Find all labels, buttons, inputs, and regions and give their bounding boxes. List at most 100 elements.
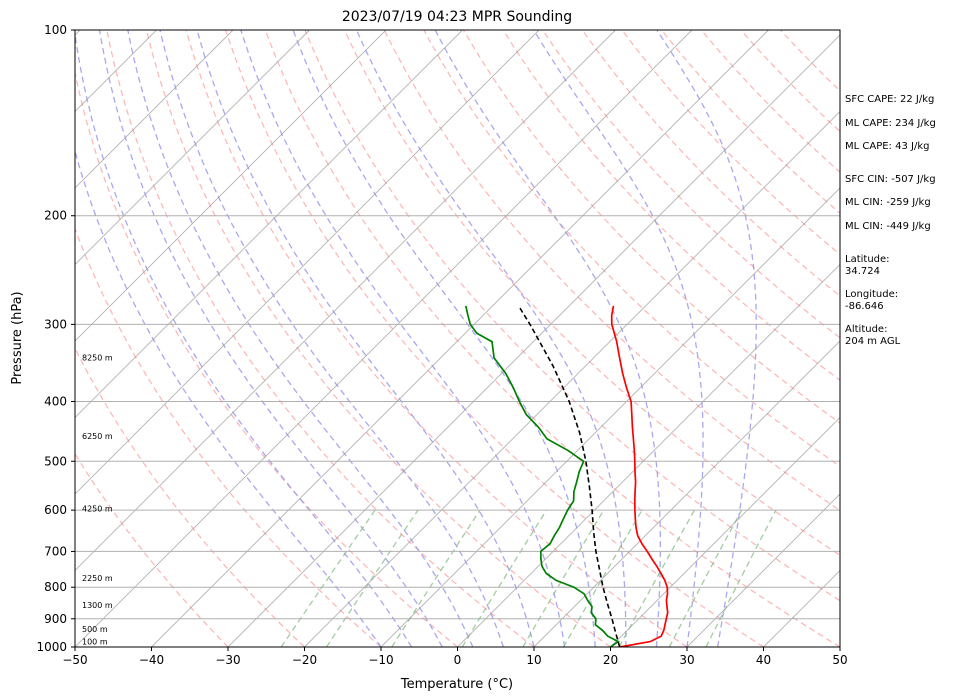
moist-adiabat	[75, 148, 382, 647]
dry-adiabat	[542, 30, 840, 339]
dry-adiabat	[462, 30, 840, 424]
x-tick-label: −10	[368, 653, 393, 667]
y-tick-label: 200	[44, 209, 67, 223]
height-label: 8250 m	[82, 353, 113, 362]
isotherm	[75, 30, 387, 342]
moist-adiabat	[98, 30, 443, 647]
isotherm	[75, 30, 463, 419]
moist-adiabat	[533, 30, 704, 647]
dry-adiabat	[661, 30, 840, 214]
isotherm	[227, 34, 840, 647]
y-tick-label: 100	[44, 23, 67, 37]
longitude-label: Longitude:	[845, 289, 898, 300]
dry-adiabat	[502, 30, 840, 381]
height-label: 6250 m	[82, 432, 113, 441]
moist-adiabat	[356, 30, 627, 647]
series-line-2	[517, 305, 621, 647]
dry-adiabat	[344, 30, 840, 556]
pressure-gridlines	[75, 30, 840, 647]
series-line-0	[610, 305, 669, 647]
isotherm	[75, 30, 310, 266]
y-tick-label: 700	[44, 544, 67, 558]
x-tick-label: 50	[832, 653, 847, 667]
dry-adiabat	[264, 30, 840, 647]
sfc-cin-label: SFC CIN: -507 J/kg	[845, 174, 936, 185]
y-tick-label: 600	[44, 503, 67, 517]
mixing-ratio-line	[562, 509, 643, 647]
mixing-ratio-line	[280, 509, 376, 647]
dry-adiabat	[621, 30, 840, 256]
isotherm	[0, 30, 4, 647]
isotherm	[304, 110, 840, 647]
latitude-value: 34.724	[845, 266, 880, 277]
sounding-profiles	[464, 305, 669, 647]
x-tick-label: −50	[62, 653, 87, 667]
moist-adiabat	[656, 30, 757, 647]
mixing-ratio-line	[391, 509, 481, 647]
moist-adiabat	[127, 30, 474, 647]
height-label: 500 m	[82, 625, 108, 634]
height-label: 2250 m	[82, 574, 113, 583]
latitude-label: Latitude:	[845, 254, 890, 265]
isotherm	[151, 30, 769, 647]
y-tick-label: 1000	[36, 640, 67, 654]
ml-cape-label-2: ML CAPE: 43 J/kg	[845, 141, 929, 152]
isotherm	[75, 30, 540, 495]
mixing-ratio-line	[461, 509, 548, 647]
x-tick-label: 30	[679, 653, 694, 667]
isotherm	[457, 263, 840, 647]
dry-adiabat	[145, 30, 611, 647]
moist-adiabat	[75, 30, 413, 647]
ml-cape-label-1: ML CAPE: 234 J/kg	[845, 118, 936, 129]
isotherm	[533, 340, 840, 647]
y-tick-label: 900	[44, 612, 67, 626]
moist-adiabat	[434, 30, 661, 647]
isotherm	[75, 30, 616, 572]
moist-adiabat	[196, 30, 535, 647]
moist-adiabat	[240, 30, 566, 647]
altitude-label: Altitude:	[845, 324, 887, 335]
isotherm	[686, 493, 840, 647]
sfc-cape-label: SFC CAPE: 22 J/kg	[845, 94, 934, 105]
x-tick-label: −40	[139, 653, 164, 667]
altitude-value: 204 m AGL	[845, 336, 901, 347]
x-tick-label: −20	[292, 653, 317, 667]
isotherm	[380, 187, 840, 647]
y-axis-label: Pressure (hPa)	[10, 291, 25, 384]
height-label: 4250 m	[82, 504, 113, 513]
dry-adiabat	[106, 30, 535, 647]
mixing-ratio-line	[668, 509, 743, 647]
ml-cin-label-2: ML CIN: -449 J/kg	[845, 221, 931, 232]
y-tick-label: 800	[44, 580, 67, 594]
dry-adiabat	[75, 70, 458, 647]
x-tick-label: 10	[526, 653, 541, 667]
isotherm	[610, 416, 840, 647]
height-label: 100 m	[82, 637, 108, 646]
x-tick-label: −30	[215, 653, 240, 667]
x-tick-label: 20	[603, 653, 618, 667]
mixing-ratio-line	[705, 509, 777, 647]
y-tick-label: 500	[44, 454, 67, 468]
dry-adiabat	[75, 347, 305, 647]
isotherm	[75, 30, 234, 189]
dry-adiabat	[75, 452, 229, 647]
dry-adiabat	[225, 30, 764, 647]
mixing-ratio-line	[325, 509, 419, 647]
series-line-1	[464, 305, 620, 647]
dry-adiabat	[423, 30, 840, 468]
plot-frame	[74, 29, 841, 648]
longitude-value: -86.646	[845, 301, 884, 312]
info-panel: SFC CAPE: 22 J/kg ML CAPE: 234 J/kg ML C…	[845, 94, 936, 347]
x-axis-ticks: −50 −40 −30 −20 −10 0 10 20 30 40 50	[62, 647, 848, 667]
chart-title: 2023/07/19 04:23 MPR Sounding	[342, 9, 572, 25]
height-labels: 100 m 500 m 1300 m 2250 m 4250 m 6250 m 8250 m	[82, 353, 113, 646]
dry-adiabat	[304, 30, 840, 602]
x-tick-label: 40	[756, 653, 771, 667]
y-tick-label: 400	[44, 394, 67, 408]
moist-adiabat	[159, 30, 505, 647]
background-lines	[0, 30, 840, 647]
mixing-ratio-line	[618, 509, 696, 647]
mixing-ratio-line	[522, 509, 605, 647]
y-axis-ticks: 100 200 300 400 500 600 700 800 900 1000	[36, 23, 75, 654]
